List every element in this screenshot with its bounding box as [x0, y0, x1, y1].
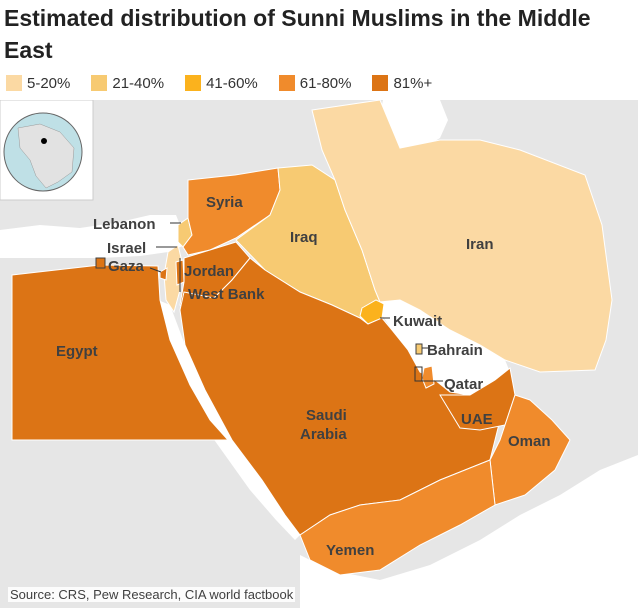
label-uae: UAE [461, 411, 493, 428]
gaza [159, 267, 168, 281]
label-kuwait: Kuwait [393, 313, 442, 330]
label-saudi-arabia-line2: Arabia [300, 426, 347, 443]
iran [311, 100, 613, 373]
egypt [11, 264, 230, 441]
label-syria: Syria [206, 194, 243, 211]
label-oman: Oman [508, 433, 551, 450]
legend-label: 81%+ [393, 74, 433, 92]
syria [182, 167, 281, 256]
persian-gulf [380, 300, 510, 395]
label-bahrain: Bahrain [427, 342, 483, 359]
label-gaza: Gaza [108, 258, 145, 275]
label-lebanon: Lebanon [93, 216, 156, 233]
label-west-bank: West Bank [188, 286, 265, 303]
label-iraq: Iraq [290, 229, 318, 246]
legend-label: 5-20% [27, 74, 71, 92]
legend: 5-20% 21-40% 41-60% 61-80% 81%+ [6, 73, 453, 93]
legend-item-81-plus: 81%+ [372, 75, 432, 92]
legend-swatch [91, 75, 108, 91]
legend-swatch [372, 75, 389, 91]
label-egypt: Egypt [56, 343, 98, 360]
source-note: Source: CRS, Pew Research, CIA world fac… [8, 587, 296, 602]
gaza-marker [95, 257, 106, 269]
caspian-sea [380, 100, 448, 150]
middle-east-map: Syria Lebanon Israel Gaza Jordan West Ba… [0, 100, 638, 608]
legend-swatch [278, 75, 295, 91]
legend-item-21-40: 21-40% [91, 75, 164, 92]
leader-lines [149, 222, 443, 382]
yemen [299, 459, 496, 576]
label-yemen: Yemen [326, 542, 374, 559]
map-title: Estimated distribution of Sunni Muslims … [4, 5, 591, 63]
locator-globe [0, 100, 94, 201]
legend-item-61-80: 61-80% [278, 74, 352, 92]
legend-swatch [185, 75, 202, 91]
legend-item-5-20: 5-20% [6, 75, 70, 92]
oman [489, 394, 571, 506]
label-israel: Israel [107, 240, 146, 257]
bahrain [415, 343, 423, 355]
legend-label: 61-80% [299, 74, 352, 92]
label-saudi-arabia-line1: Saudi [306, 407, 347, 424]
legend-label: 21-40% [112, 74, 165, 92]
legend-label: 41-60% [206, 74, 258, 92]
arabian-sea [300, 455, 638, 608]
label-iran: Iran [466, 236, 494, 253]
mediterranean-sea [0, 215, 185, 258]
label-jordan: Jordan [184, 263, 234, 280]
legend-item-41-60: 41-60% [185, 75, 258, 92]
legend-swatch [6, 75, 22, 91]
label-qatar: Qatar [444, 376, 483, 393]
red-sea [158, 300, 300, 540]
